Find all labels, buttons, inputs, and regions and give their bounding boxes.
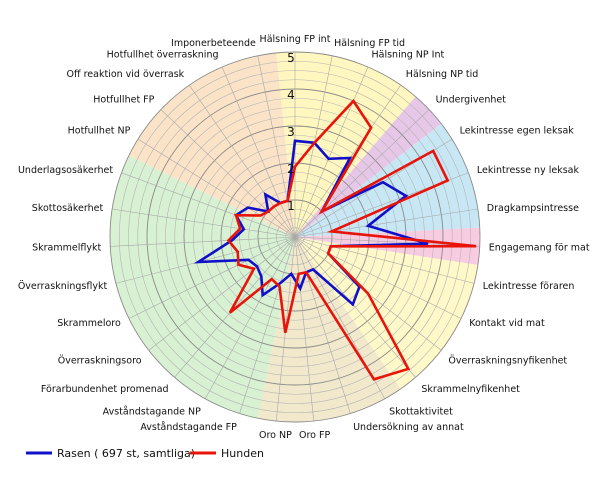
spoke: [294, 236, 462, 319]
spoke: [115, 236, 296, 284]
category-label: Hälsning FP tid: [334, 38, 405, 49]
category-label: Oro FP: [299, 430, 330, 441]
spoke: [257, 55, 296, 238]
radial-tick-label: 2: [287, 162, 295, 176]
radial-tick-label: 5: [287, 51, 295, 65]
spoke: [112, 208, 296, 238]
spoke: [189, 84, 296, 238]
category-label: Kontakt vid mat: [469, 318, 545, 329]
spoke: [110, 236, 296, 247]
category-label: Hotfullhet NP: [68, 125, 131, 136]
spoke: [148, 236, 296, 351]
radial-tick-labels: 1 2 3 4 5: [287, 51, 295, 213]
category-label: Undersökning av annat: [353, 422, 464, 433]
legend-label: Rasen ( 697 st, samtliga): [57, 447, 195, 460]
spoke: [121, 172, 296, 238]
spoke: [239, 236, 296, 414]
spoke: [137, 138, 296, 238]
category-label: Hotfullhet FP: [93, 94, 154, 105]
category-label: Engagemang för mat: [489, 242, 590, 253]
radial-tick-label: 4: [287, 88, 295, 102]
spoke: [221, 66, 296, 238]
category-label: Off reaktion vid överrask: [67, 69, 185, 80]
category-label: Överraskningsflykt: [18, 281, 108, 292]
background-sector: [276, 52, 416, 238]
category-label: Hotfullhet överraskning: [107, 50, 219, 61]
category-label: Överraskningsnyfikenhet: [448, 356, 567, 367]
category-label: Lekintresse egen leksak: [460, 125, 575, 136]
category-label: Lekintresse ny leksak: [477, 165, 580, 176]
spoke: [294, 66, 369, 238]
category-label: Hälsning NP tid: [406, 69, 479, 80]
category-label: Underlagsosäkerhet: [18, 165, 113, 176]
spoke: [294, 236, 416, 378]
category-label: Imponerbeteende: [171, 38, 256, 49]
spoke: [294, 208, 478, 238]
spoke: [174, 236, 296, 378]
series-lines: [193, 98, 477, 381]
category-label: Avståndstagande FP: [140, 422, 237, 433]
category-label: Undergivenhet: [436, 94, 507, 105]
spoke: [294, 236, 351, 414]
category-label: Hälsning NP Int: [372, 50, 445, 61]
legend-label: Hunden: [221, 447, 264, 460]
spoke: [128, 236, 296, 319]
spoke: [160, 109, 296, 238]
category-label: Skottaktivitet: [389, 407, 453, 418]
category-label: Förarbundenhet promenad: [41, 384, 169, 395]
spoke: [294, 55, 333, 238]
spoke: [294, 236, 315, 422]
spoke: [294, 236, 480, 247]
spoke: [294, 236, 475, 284]
background-sector: [295, 237, 478, 389]
category-label: Hälsning FP int: [260, 34, 331, 45]
series-line-hunden: [226, 98, 477, 381]
category-label: Avståndstagande NP: [103, 407, 201, 418]
category-label: Skottosäkerhet: [32, 203, 104, 214]
radial-tick-label: 1: [287, 199, 295, 213]
background-sector: [128, 52, 295, 238]
spoke: [204, 236, 296, 399]
spokes: [110, 52, 480, 422]
radial-tick-label: 3: [287, 125, 295, 139]
category-label: Skrammelflykt: [32, 242, 101, 253]
background-sector: [109, 155, 295, 419]
spoke: [294, 109, 430, 238]
category-label: Dragkampsintresse: [487, 203, 579, 214]
category-label: Lekintresse föraren: [483, 281, 575, 292]
legend: Rasen ( 697 st, samtliga) Hunden: [26, 447, 264, 460]
category-label: Oro NP: [259, 430, 292, 441]
category-label: Skrammelnyfikenhet: [421, 384, 520, 395]
category-label: Överraskningsoro: [58, 356, 142, 367]
category-label: Skrammeloro: [57, 318, 121, 329]
